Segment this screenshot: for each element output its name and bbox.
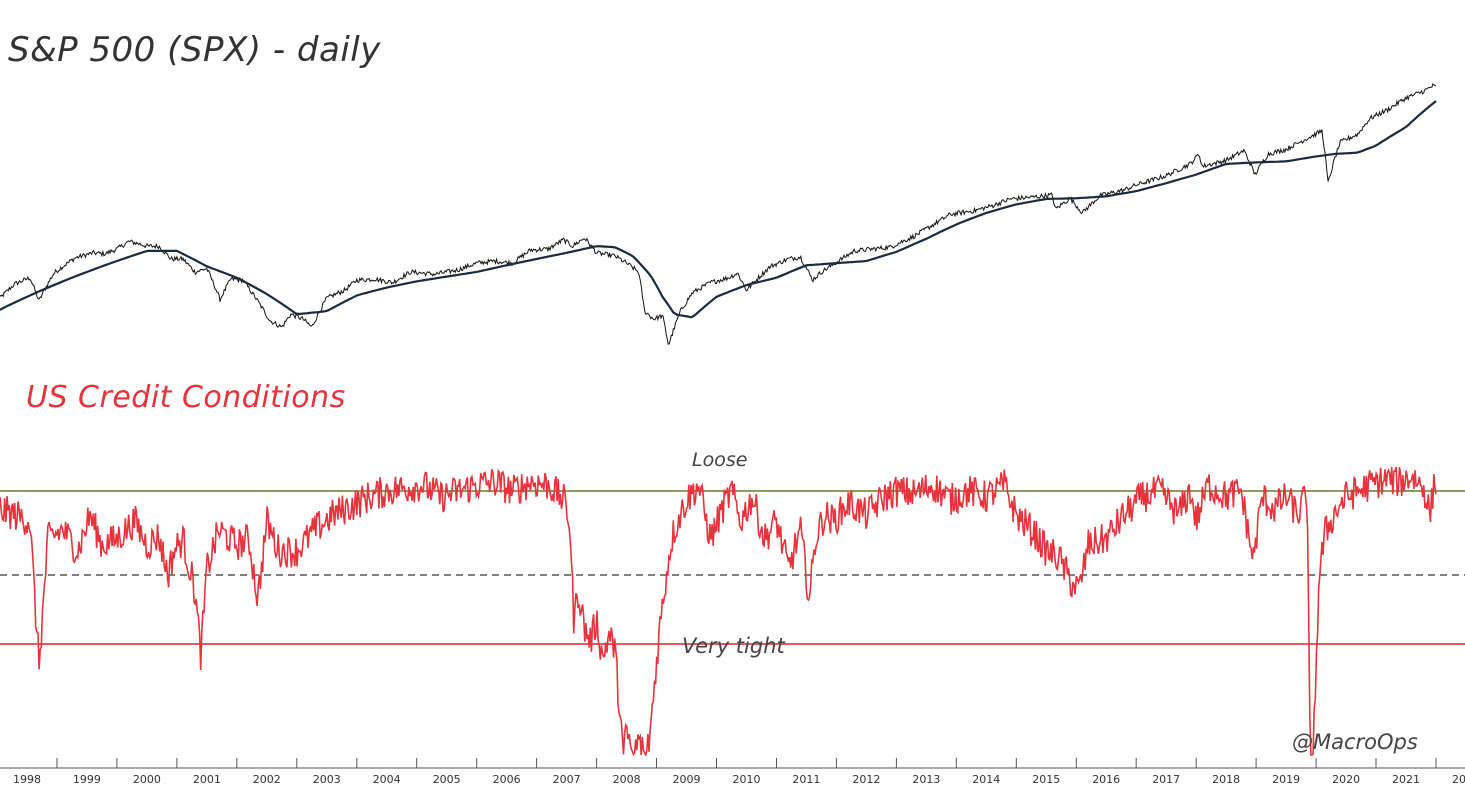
x-tick-label: 2003 — [313, 773, 341, 786]
spx-chart-title: S&P 500 (SPX) - daily — [8, 30, 381, 70]
x-tick-label: 2020 — [1332, 773, 1360, 786]
loose-annotation: Loose — [692, 449, 748, 471]
spx-panel — [0, 82, 1437, 345]
credit-conditions-line — [0, 466, 1437, 757]
credit-chart-title: US Credit Conditions — [26, 380, 346, 415]
x-tick-label: 1998 — [13, 773, 41, 786]
x-tick-label: 2002 — [253, 773, 281, 786]
x-tick-label: 2022 — [1452, 773, 1465, 786]
x-tick-label: 2000 — [133, 773, 161, 786]
x-tick-label: 1999 — [73, 773, 101, 786]
x-tick-label: 2016 — [1092, 773, 1120, 786]
x-axis: 1998 1999 2000 2001 2002 2003 2004 2005 2006 2007… — [0, 756, 1465, 786]
x-tick-label: 2004 — [373, 773, 401, 786]
very-tight-annotation: Very tight — [682, 634, 785, 658]
x-tick-label: 2018 — [1212, 773, 1240, 786]
x-tick-label: 2017 — [1152, 773, 1180, 786]
x-tick-label: 2009 — [673, 773, 701, 786]
x-tick-label: 2007 — [553, 773, 581, 786]
macroops-watermark: @MacroOps — [1292, 730, 1418, 754]
x-axis-band — [0, 756, 1465, 786]
x-tick-label: 2019 — [1272, 773, 1300, 786]
x-tick-label: 2012 — [852, 773, 880, 786]
x-tick-label: 2005 — [433, 773, 461, 786]
x-tick-label: 2006 — [493, 773, 521, 786]
credit-panel — [0, 466, 1465, 757]
x-tick-label: 2001 — [193, 773, 221, 786]
spx-moving-average-line — [0, 100, 1437, 319]
x-tick-label: 2013 — [912, 773, 940, 786]
x-tick-label: 2010 — [733, 773, 761, 786]
x-tick-label: 2008 — [613, 773, 641, 786]
spx-price-line — [0, 82, 1437, 345]
x-tick-label: 2014 — [972, 773, 1000, 786]
x-tick-label: 2015 — [1032, 773, 1060, 786]
x-tick-label: 2021 — [1392, 773, 1420, 786]
x-tick-label: 2011 — [792, 773, 820, 786]
